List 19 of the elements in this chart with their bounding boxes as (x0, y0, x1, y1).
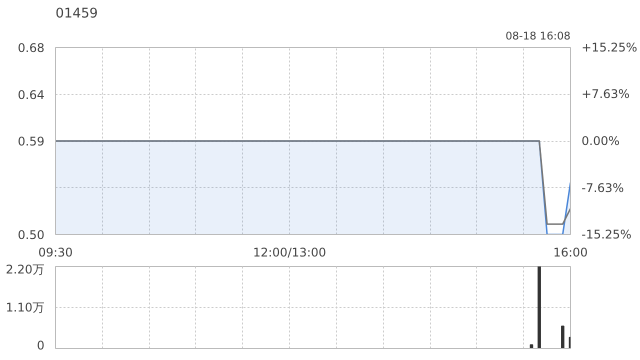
y2-tick-label: -7.63% (582, 180, 624, 195)
bar (561, 326, 564, 348)
y2-tick-label: +7.63% (582, 87, 630, 102)
x-tick-label: 16:00 (553, 246, 588, 260)
x-tick-label: 12:00/13:00 (252, 246, 326, 260)
y-tick-label: 0.64 (18, 88, 44, 102)
y2-tick-label: 0.00% (582, 134, 620, 148)
y2-tick-label: -15.25% (582, 228, 632, 242)
y-tick-label: 0.50 (18, 228, 44, 242)
text: 08-18 16:08 (505, 30, 571, 42)
y-tick-label: 0 (36, 338, 45, 352)
x-tick-label: 09:30 (38, 246, 73, 260)
y-tick-label: 0.59 (18, 134, 44, 148)
bar (538, 266, 541, 348)
y-tick-label: 0.68 (18, 41, 44, 55)
y-tick-label: 2.20万 (6, 262, 44, 276)
chart-title: 01459 (56, 6, 98, 22)
y-tick-label: 1.10万 (6, 300, 44, 314)
y2-tick-label: +15.25% (582, 40, 638, 54)
